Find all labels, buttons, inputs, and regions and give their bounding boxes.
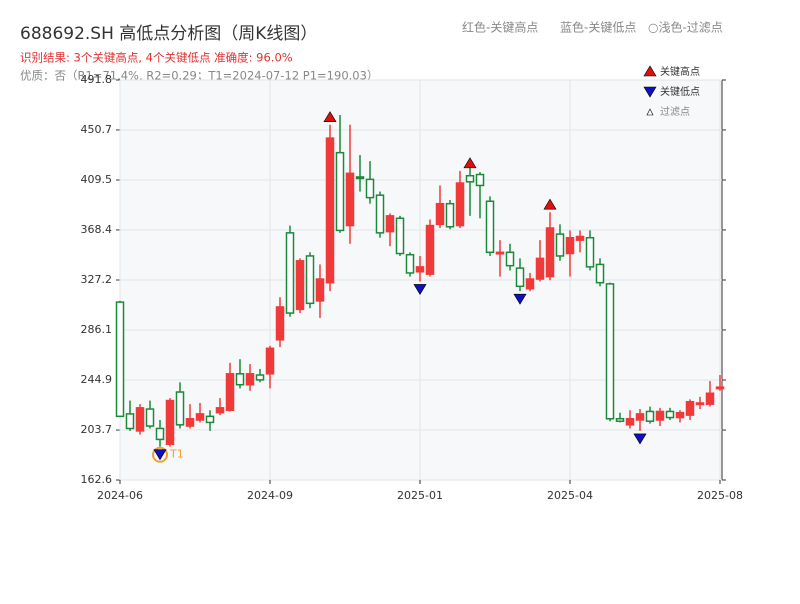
chart-title: 688692.SH 高低点分析图（周K线图） xyxy=(20,24,317,44)
y-tick-label: 327.2 xyxy=(81,273,113,286)
x-tick-label: 2024-06 xyxy=(97,489,143,502)
candle-body xyxy=(605,283,615,420)
candle-body xyxy=(415,266,425,273)
candle-body xyxy=(235,373,245,386)
candle-body xyxy=(635,413,645,421)
y-tick-label: 162.6 xyxy=(81,473,113,486)
candle-body xyxy=(665,410,675,419)
x-tick-label: 2025-04 xyxy=(547,489,593,502)
candle-body xyxy=(355,176,365,180)
candle-body xyxy=(465,174,475,183)
candle-body xyxy=(115,301,125,418)
candle-body xyxy=(555,233,565,257)
key-low-marker xyxy=(633,433,647,445)
candle-body xyxy=(275,306,285,341)
candle-body xyxy=(425,224,435,275)
candle-body xyxy=(175,391,185,426)
candle-body xyxy=(575,235,585,241)
candle-body xyxy=(625,418,635,426)
y-tick-label: 450.7 xyxy=(81,123,113,136)
x-tick-label: 2025-01 xyxy=(397,489,443,502)
candle-body xyxy=(685,400,695,416)
key-high-marker xyxy=(463,157,477,169)
y-tick-label: 368.4 xyxy=(81,223,113,236)
key-low-marker xyxy=(153,449,167,461)
key-high-marker xyxy=(323,111,337,123)
candle-body xyxy=(595,263,605,284)
header-legend: ○浅色-过滤点 xyxy=(648,21,723,35)
candle-body xyxy=(315,278,325,302)
annotation: T1 xyxy=(169,448,184,461)
candle-body xyxy=(615,418,625,422)
candle-body xyxy=(285,232,295,314)
legend-label: 过滤点 xyxy=(660,105,690,118)
x-tick-label: 2024-09 xyxy=(247,489,293,502)
candle-body xyxy=(225,373,235,412)
candle-body xyxy=(535,257,545,280)
candle-body xyxy=(295,260,305,311)
legend-swatch xyxy=(646,108,654,116)
candle-body xyxy=(165,399,175,446)
candle-body xyxy=(325,137,335,284)
candle-body xyxy=(385,215,395,233)
key-low-marker xyxy=(513,293,527,305)
candle-body xyxy=(125,413,135,430)
candle-body xyxy=(475,173,485,187)
y-tick-label: 244.9 xyxy=(81,373,113,386)
candle-body xyxy=(365,178,375,199)
candle-body xyxy=(265,347,275,375)
candle-body xyxy=(155,427,165,441)
candle-body xyxy=(485,200,495,254)
y-tick-label: 409.5 xyxy=(81,173,113,186)
candle-body xyxy=(585,236,595,268)
candle-body xyxy=(545,227,555,278)
candle-body xyxy=(495,251,505,255)
candle-body xyxy=(445,202,455,228)
candle-body xyxy=(675,411,685,419)
legend-label: 关键低点 xyxy=(660,85,700,98)
annotation-ring xyxy=(152,446,168,463)
candle-body xyxy=(205,415,215,424)
candle-body xyxy=(375,194,385,234)
candle-body xyxy=(405,253,415,274)
candle-body xyxy=(135,407,145,432)
key-low-marker xyxy=(413,284,427,296)
candle-body xyxy=(515,267,525,288)
y-tick-label: 491.8 xyxy=(81,73,113,86)
y-tick-label: 286.1 xyxy=(81,323,113,336)
x-tick-label: 2025-08 xyxy=(697,489,743,502)
candle-body xyxy=(245,373,255,386)
y-tick-label: 203.7 xyxy=(81,423,113,436)
candle-body xyxy=(195,413,205,421)
legend-label: 关键高点 xyxy=(660,65,700,78)
legend-swatch xyxy=(643,65,657,77)
candle-body xyxy=(565,236,575,255)
header-legend: 红色-关键高点 xyxy=(462,20,538,35)
candle-body xyxy=(215,407,225,414)
candle-body xyxy=(645,410,655,422)
candle-body xyxy=(435,202,445,226)
candle-body xyxy=(145,408,155,427)
candle-body xyxy=(705,392,715,405)
candle-body xyxy=(345,172,355,227)
candle-body xyxy=(655,410,665,421)
candle-body xyxy=(335,151,345,232)
note: 优质：否（R1=71.4%, R2=0.29；T1=2024-07-12 P1=… xyxy=(20,69,378,83)
candle-body xyxy=(395,217,405,255)
candle-body xyxy=(525,278,535,290)
candle-body xyxy=(255,374,265,381)
candle-body xyxy=(715,386,725,390)
legend-swatch xyxy=(643,86,657,98)
candle-body xyxy=(455,182,465,227)
candle-body xyxy=(695,402,705,406)
candle-body xyxy=(505,251,515,267)
candle-body xyxy=(305,255,315,305)
key-high-marker xyxy=(543,198,557,210)
subtitle: 识别结果: 3个关键高点, 4个关键低点 准确度: 96.0% xyxy=(20,51,293,65)
candle-body xyxy=(185,418,195,427)
header-legend: 蓝色-关键低点 xyxy=(560,21,636,35)
